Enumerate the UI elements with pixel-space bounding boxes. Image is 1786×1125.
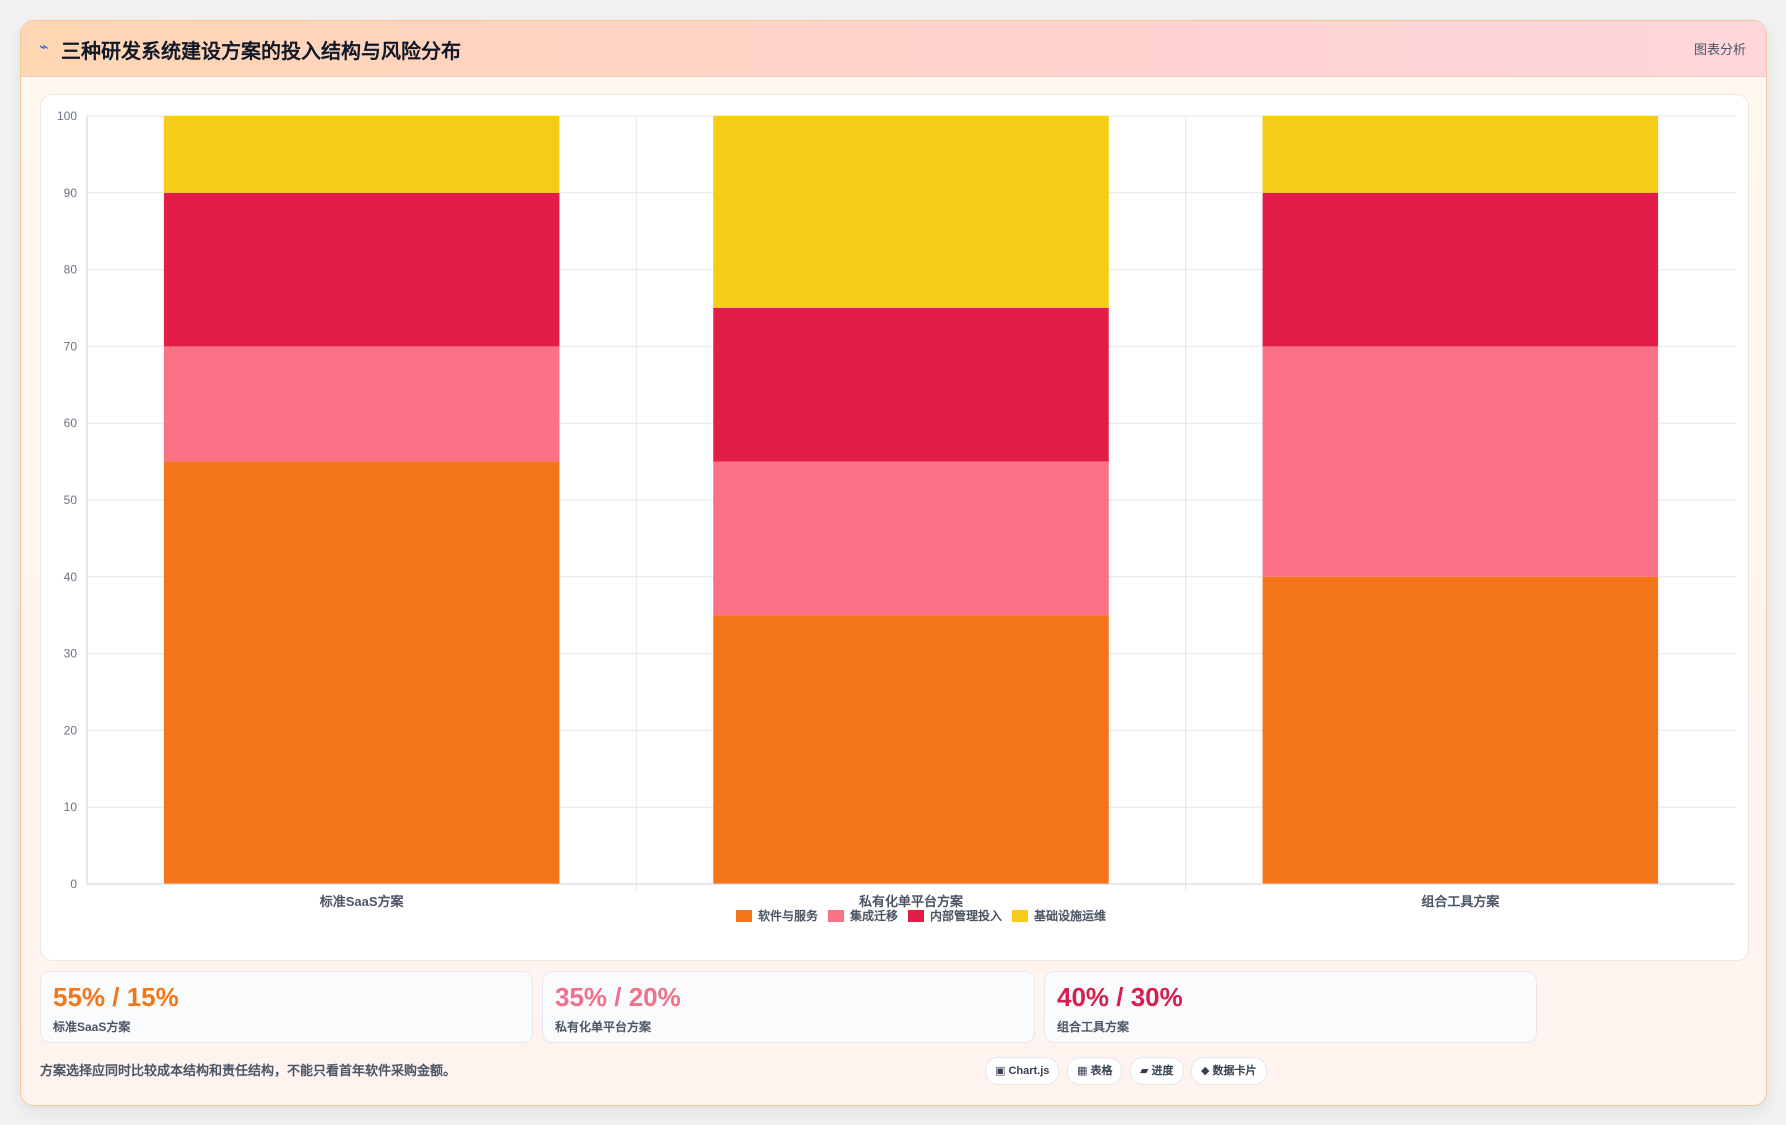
bar-segment <box>163 116 560 193</box>
legend-label: 软件与服务 <box>758 908 819 923</box>
y-tick-label: 50 <box>64 493 78 507</box>
bar-segment <box>1262 192 1659 347</box>
bar-segment <box>1262 576 1659 884</box>
bar-segment <box>163 192 560 347</box>
y-tick-label: 10 <box>64 800 78 814</box>
chart-legend: 软件与服务 集成迁移 内部管理投入 基础设施运维 <box>736 908 1106 923</box>
legend-swatch <box>1012 910 1028 922</box>
chip-table[interactable]: ▦ 表格 <box>1067 1057 1123 1085</box>
pulse-icon: ⌁ <box>39 39 49 56</box>
legend-label: 集成迁移 <box>849 908 898 923</box>
bar-segment <box>1262 346 1659 577</box>
bar-segment <box>163 461 560 884</box>
y-tick-label: 60 <box>64 416 78 430</box>
card-header: ⌁ 三种研发系统建设方案的投入结构与风险分布 图表分析 <box>21 21 1766 77</box>
y-tick-label: 30 <box>64 647 78 661</box>
y-tick-label: 20 <box>64 723 78 737</box>
y-tick-label: 90 <box>64 186 78 200</box>
stat-card-saas: 55% / 15% 标准SaaS方案 <box>40 971 533 1043</box>
stat-card-combo: 40% / 30% 组合工具方案 <box>1044 971 1537 1043</box>
footnote: 方案选择应同时比较成本结构和责任结构，不能只看首年软件采购金额。 <box>40 1063 457 1078</box>
chart-analysis-tag: 图表分析 <box>1693 42 1746 57</box>
chip-progress[interactable]: ▰ 进度 <box>1130 1057 1184 1085</box>
y-tick-label: 80 <box>64 263 78 277</box>
x-tick-label: 标准SaaS方案 <box>319 894 405 909</box>
legend-swatch <box>736 910 752 922</box>
legend-label: 基础设施运维 <box>1033 908 1106 923</box>
y-tick-label: 40 <box>64 570 78 584</box>
stat-card-private: 35% / 20% 私有化单平台方案 <box>542 971 1035 1043</box>
stat-value: 40% / 30% <box>1057 982 1183 1012</box>
stat-label: 私有化单平台方案 <box>555 1020 652 1034</box>
bar-segment <box>713 116 1109 308</box>
bar-segment <box>163 346 560 462</box>
legend-swatch <box>908 910 924 922</box>
y-tick-label: 100 <box>57 109 77 123</box>
stacked-bar-chart: 0 10 20 30 40 50 60 70 80 90 100 标准SaaS方案 私有化单平台方案 组合… <box>57 109 1735 923</box>
bar-segment <box>713 308 1109 462</box>
stat-label: 标准SaaS方案 <box>53 1020 131 1034</box>
y-tick-label: 70 <box>64 339 78 353</box>
page-title: 三种研发系统建设方案的投入结构与风险分布 <box>61 41 461 63</box>
legend-swatch <box>828 910 844 922</box>
x-tick-label: 组合工具方案 <box>1421 894 1500 909</box>
bar-stacks <box>163 116 1659 884</box>
bar-segment <box>1262 116 1659 193</box>
bar-segment <box>713 615 1109 884</box>
chart-card: ⌁ 三种研发系统建设方案的投入结构与风险分布 图表分析 0 10 20 30 40 50 6… <box>20 20 1767 1106</box>
stat-value: 55% / 15% <box>53 982 179 1012</box>
bar-segment <box>713 461 1109 616</box>
plot-panel: 0 10 20 30 40 50 60 70 80 90 100 标准SaaS方案 私有化单平台方案 组合… <box>40 94 1749 961</box>
stat-value: 35% / 20% <box>555 982 681 1012</box>
stat-label: 组合工具方案 <box>1057 1020 1130 1034</box>
y-tick-label: 0 <box>70 877 77 891</box>
legend-label: 内部管理投入 <box>930 908 1002 923</box>
chip-data-card[interactable]: ◆ 数据卡片 <box>1191 1057 1267 1085</box>
axes: 0 10 20 30 40 50 60 70 80 90 100 标准SaaS方案 私有化单平台方案 组合… <box>57 109 1735 909</box>
chip-chartjs[interactable]: ▣ Chart.js <box>985 1057 1060 1085</box>
x-tick-label: 私有化单平台方案 <box>859 894 964 909</box>
